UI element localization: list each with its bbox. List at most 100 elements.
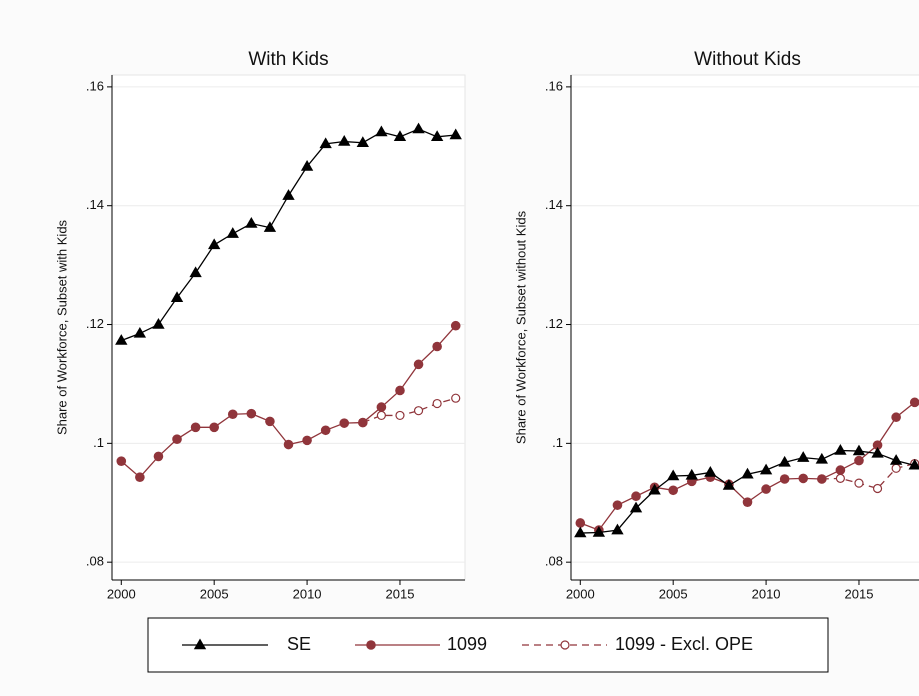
marker-triangle [797, 451, 810, 462]
x-tick-label: 2010 [293, 586, 322, 601]
y-tick-label: .16 [545, 78, 563, 93]
marker-triangle [430, 130, 444, 142]
marker-hollow-circle [376, 410, 386, 421]
marker-circle [339, 418, 350, 428]
marker-triangle [338, 135, 351, 146]
y-tick-label: .1 [552, 435, 563, 450]
marker-triangle [412, 122, 425, 134]
marker-hollow-circle [891, 463, 901, 473]
x-tick-label: 2005 [659, 586, 688, 601]
marker-triangle [574, 526, 587, 538]
marker-circle [575, 518, 586, 528]
marker-circle [172, 434, 182, 444]
legend-label: 1099 [447, 634, 487, 654]
y-tick-label: .08 [86, 554, 104, 569]
marker-triangle [226, 227, 239, 238]
marker-hollow-circle [395, 410, 405, 421]
marker-triangle [300, 159, 314, 171]
marker-circle [135, 472, 145, 483]
x-tick-label: 2000 [107, 586, 136, 601]
marker-circle [209, 422, 219, 433]
legend-item: 1099 - Excl. OPE [522, 634, 753, 654]
legend-marker [366, 640, 376, 650]
marker-circle [116, 456, 127, 466]
marker-circle [612, 500, 623, 510]
marker-triangle [629, 501, 643, 513]
marker-triangle [208, 238, 221, 250]
marker-circle [413, 359, 424, 370]
marker-triangle [759, 463, 773, 475]
marker-circle [909, 397, 919, 408]
marker-triangle [263, 221, 277, 232]
marker-hollow-circle [432, 398, 442, 409]
legend-marker [560, 640, 570, 650]
marker-circle [798, 473, 809, 484]
series-layer [115, 122, 462, 483]
legend-label: SE [287, 634, 311, 654]
y-tick-label: .08 [545, 554, 563, 569]
marker-triangle [722, 479, 736, 490]
y-tick-label: .1 [93, 435, 104, 450]
marker-circle [835, 465, 846, 475]
panel-title: Without Kids [694, 49, 801, 70]
marker-circle [891, 412, 901, 423]
marker-triangle [871, 446, 884, 458]
x-tick-label: 2005 [200, 586, 229, 601]
series-layer [574, 397, 919, 538]
marker-circle [742, 497, 753, 507]
x-tick-label: 2000 [566, 586, 595, 601]
marker-circle [854, 455, 864, 466]
marker-triangle [834, 443, 847, 455]
marker-triangle [889, 454, 903, 465]
marker-hollow-circle [835, 473, 845, 484]
legend-label: 1099 - Excl. OPE [615, 634, 753, 654]
marker-triangle [592, 525, 606, 537]
marker-hollow-circle [854, 478, 864, 488]
x-tick-label: 2010 [752, 586, 781, 601]
marker-triangle [667, 469, 680, 481]
marker-hollow-circle [451, 393, 461, 403]
plot-area [111, 74, 466, 581]
marker-triangle [245, 217, 258, 228]
marker-triangle [152, 318, 165, 329]
marker-triangle [815, 452, 828, 464]
marker-triangle [282, 189, 295, 200]
y-tick-label: .16 [86, 78, 104, 93]
marker-triangle [611, 523, 624, 535]
y-tick-label: .12 [86, 316, 104, 331]
marker-circle [246, 408, 257, 419]
marker-triangle [908, 458, 919, 470]
marker-triangle [189, 266, 202, 278]
marker-triangle [449, 128, 462, 140]
marker-circle [265, 416, 275, 427]
marker-circle [779, 474, 790, 484]
marker-triangle [115, 334, 128, 345]
marker-triangle [393, 130, 407, 142]
marker-circle [395, 385, 405, 396]
marker-triangle [648, 483, 661, 495]
marker-hollow-circle [413, 406, 424, 416]
marker-hollow-circle [872, 483, 883, 494]
y-tick-label: .14 [545, 197, 563, 212]
marker-circle [358, 417, 368, 428]
marker-triangle [704, 465, 717, 477]
marker-circle [302, 435, 312, 446]
panel-title: With Kids [248, 49, 328, 70]
marker-triangle [170, 291, 184, 303]
marker-circle [376, 402, 387, 412]
marker-circle [320, 425, 331, 436]
legend-marker [193, 638, 207, 650]
y-tick-label: .12 [545, 316, 563, 331]
marker-circle [283, 439, 294, 450]
marker-circle [450, 320, 461, 331]
marker-triangle [852, 444, 866, 456]
marker-triangle [778, 455, 791, 467]
y-tick-label: .14 [86, 197, 104, 212]
marker-triangle [319, 137, 332, 149]
x-tick-label: 2015 [386, 586, 415, 601]
marker-circle [817, 474, 827, 484]
marker-circle [668, 485, 678, 496]
marker-circle [631, 491, 641, 502]
